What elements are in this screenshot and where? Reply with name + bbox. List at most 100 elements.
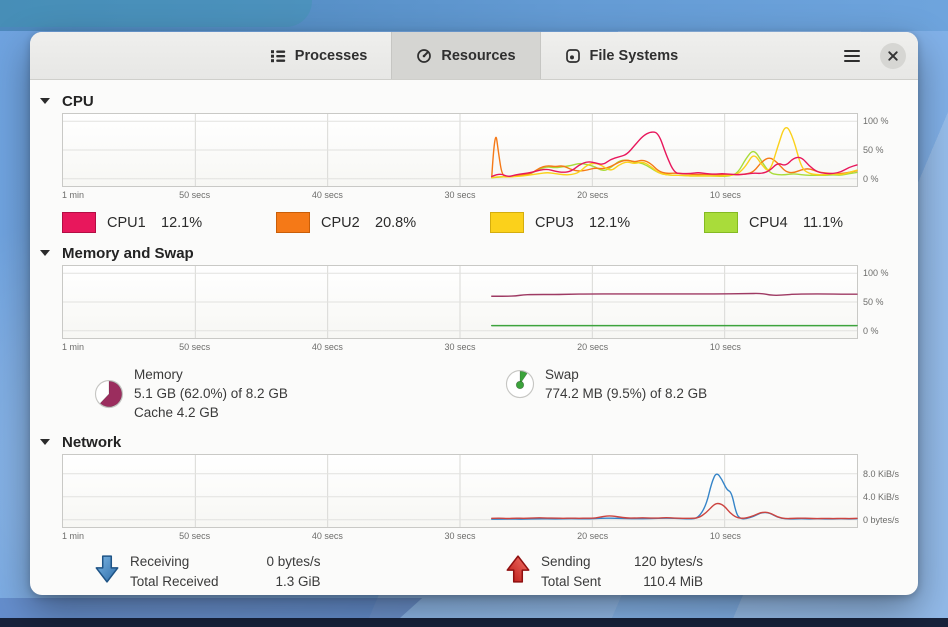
- y-tick: 4.0 KiB/s: [863, 491, 900, 502]
- cpu4-value: 11.1%: [803, 214, 844, 231]
- memory-chart: 100 % 50 % 0 % 1 min 50 secs 40 secs 30 …: [62, 265, 889, 357]
- disk-icon: [565, 48, 581, 64]
- cpu-expander-icon[interactable]: [40, 98, 50, 104]
- tab-processes[interactable]: Processes: [246, 32, 392, 79]
- system-monitor-window: Processes Resources File Systems: [30, 32, 918, 595]
- tab-resources[interactable]: Resources: [391, 32, 541, 79]
- x-tick: 10 secs: [709, 190, 741, 200]
- sending-rate: 120 bytes/s: [634, 554, 704, 569]
- hamburger-menu-icon[interactable]: [840, 46, 864, 66]
- network-section-header: Network: [40, 433, 918, 451]
- cpu2-label: CPU2: [321, 214, 360, 231]
- swap-label: Swap: [545, 367, 579, 382]
- x-tick: 1 min: [62, 190, 85, 200]
- x-tick: 40 secs: [311, 342, 343, 352]
- memory-usage-value: 5.1 GB (62.0%) of 8.2 GB: [134, 386, 288, 401]
- y-tick: 0 %: [863, 173, 879, 184]
- cpu3-label: CPU3: [535, 214, 574, 231]
- network-chart-plot: 8.0 KiB/s 4.0 KiB/s 0 bytes/s: [62, 454, 899, 528]
- x-tick: 10 secs: [709, 531, 741, 541]
- total-received-value: 1.3 GiB: [275, 574, 321, 589]
- x-tick: 30 secs: [444, 531, 476, 541]
- network-legend: Receiving 0 bytes/s Total Received 1.3 G…: [94, 552, 918, 591]
- x-tick: 20 secs: [577, 531, 609, 541]
- swap-pie-icon: [505, 369, 535, 399]
- tab-label: File Systems: [589, 47, 679, 64]
- memory-section-header: Memory and Swap: [40, 244, 918, 262]
- sending-arrow-icon: [505, 554, 531, 589]
- cpu1-legend-item: CPU1 12.1%: [62, 212, 276, 233]
- memory-pie-icon: [94, 379, 124, 409]
- memory-legend: Memory 5.1 GB (62.0%) of 8.2 GB Cache 4.…: [94, 365, 918, 422]
- network-expander-icon[interactable]: [40, 439, 50, 445]
- memory-usage-item: Memory 5.1 GB (62.0%) of 8.2 GB Cache 4.…: [94, 365, 505, 422]
- cpu3-value: 12.1%: [589, 214, 631, 231]
- cpu4-label: CPU4: [749, 214, 788, 231]
- swap-usage-item: Swap 774.2 MB (9.5%) of 8.2 GB: [505, 365, 916, 403]
- headerbar: Processes Resources File Systems: [30, 32, 918, 80]
- receiving-rate: 0 bytes/s: [266, 554, 321, 569]
- wallpaper-bottom-edge: [0, 618, 948, 627]
- x-tick: 40 secs: [311, 531, 343, 541]
- swap-usage-value: 774.2 MB (9.5%) of 8.2 GB: [545, 386, 708, 401]
- y-tick: 50 %: [863, 297, 884, 307]
- cpu3-color-swatch: [490, 212, 524, 233]
- wallpaper-bottom-band: [0, 598, 423, 618]
- x-tick: 50 secs: [179, 190, 211, 200]
- memory-expander-icon[interactable]: [40, 250, 50, 256]
- x-tick: 20 secs: [577, 190, 609, 200]
- memory-chart-plot: 100 % 50 % 0 %: [62, 265, 889, 339]
- cpu3-legend-item: CPU3 12.1%: [490, 212, 704, 233]
- cpu-section-title: CPU: [62, 92, 94, 110]
- tab-label: Processes: [294, 47, 368, 64]
- y-tick: 0 bytes/s: [863, 514, 900, 525]
- x-tick: 30 secs: [444, 342, 476, 352]
- x-tick: 50 secs: [179, 342, 211, 352]
- cpu4-color-swatch: [704, 212, 738, 233]
- cpu2-color-swatch: [276, 212, 310, 233]
- total-received-label: Total Received: [130, 574, 219, 589]
- tab-file-systems[interactable]: File Systems: [541, 32, 703, 79]
- network-chart: 8.0 KiB/s 4.0 KiB/s 0 bytes/s 1 min 50 s…: [62, 454, 899, 546]
- gauge-icon: [416, 48, 432, 64]
- y-tick: 8.0 KiB/s: [863, 468, 900, 479]
- total-sent-label: Total Sent: [541, 574, 602, 589]
- receiving-label: Receiving: [130, 554, 190, 569]
- y-tick: 100 %: [863, 268, 889, 279]
- x-tick: 1 min: [62, 342, 85, 352]
- tab-label: Resources: [441, 47, 516, 64]
- cpu-chart: 100 % 50 % 0 % 1 min 50 secs 40 secs 30 …: [62, 113, 889, 205]
- x-tick: 20 secs: [577, 342, 609, 352]
- y-tick: 0 %: [863, 325, 879, 336]
- cpu-section-header: CPU: [40, 92, 918, 110]
- x-tick: 30 secs: [444, 190, 476, 200]
- memory-cache-value: Cache 4.2 GB: [134, 405, 219, 420]
- memory-chart-x-axis: 1 min 50 secs 40 secs 30 secs 20 secs 10…: [62, 342, 858, 357]
- y-tick: 50 %: [863, 145, 884, 155]
- x-tick: 50 secs: [179, 531, 211, 541]
- resources-panel: CPU 100 % 50 % 0 % 1 min 50 secs 40 secs…: [30, 93, 918, 591]
- receiving-item: Receiving 0 bytes/s Total Received 1.3 G…: [94, 552, 505, 591]
- cpu2-value: 20.8%: [375, 214, 417, 231]
- cpu-chart-plot: 100 % 50 % 0 %: [62, 113, 889, 187]
- x-tick: 1 min: [62, 531, 85, 541]
- memory-label: Memory: [134, 367, 183, 382]
- wallpaper-top-band: [0, 0, 948, 31]
- cpu-legend: CPU1 12.1% CPU2 20.8% CPU3 12.1% CPU4 11…: [62, 212, 918, 233]
- y-tick: 100 %: [863, 116, 889, 127]
- cpu4-legend-item: CPU4 11.1%: [704, 212, 918, 233]
- process-list-icon: [270, 48, 286, 64]
- close-icon[interactable]: [880, 42, 906, 69]
- x-tick: 40 secs: [311, 190, 343, 200]
- sending-item: Sending 120 bytes/s Total Sent 110.4 MiB: [505, 552, 916, 591]
- sending-label: Sending: [541, 554, 591, 569]
- cpu1-color-swatch: [62, 212, 96, 233]
- cpu1-value: 12.1%: [161, 214, 203, 231]
- cpu-chart-x-axis: 1 min 50 secs 40 secs 30 secs 20 secs 10…: [62, 190, 858, 205]
- network-section-title: Network: [62, 433, 122, 451]
- receiving-arrow-icon: [94, 554, 120, 589]
- cpu2-legend-item: CPU2 20.8%: [276, 212, 490, 233]
- total-sent-value: 110.4 MiB: [643, 574, 704, 589]
- memory-section-title: Memory and Swap: [62, 244, 194, 262]
